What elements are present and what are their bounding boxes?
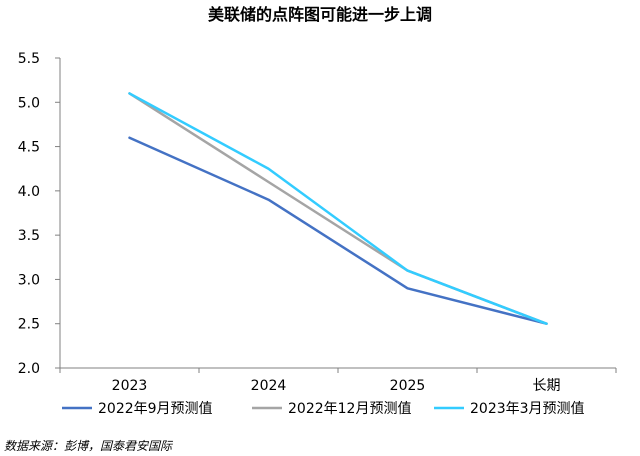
y-tick-label: 5.0	[18, 95, 40, 111]
x-axis-ticks: 2023 2024 2025 长期	[59, 368, 617, 394]
y-tick-label: 5.5	[18, 51, 40, 67]
legend-label: 2023年3月预测值	[470, 401, 585, 417]
x-tick-label: 2023	[112, 378, 148, 394]
y-axis-ticks: 2.0 2.5 3.0 3.5 4.0 4.5 5.0 5.5	[18, 51, 60, 377]
legend-label: 2022年12月预测值	[288, 401, 411, 417]
series-line-3	[128, 92, 548, 325]
y-tick-label: 3.0	[18, 272, 40, 288]
series-line-1	[128, 136, 548, 325]
chart-title: 美联储的点阵图可能进一步上调	[208, 5, 432, 24]
y-tick-label: 2.0	[18, 361, 40, 377]
x-tick-label: 2025	[390, 378, 426, 394]
x-tick-label: 2024	[251, 378, 287, 394]
y-tick-label: 4.0	[18, 184, 40, 200]
legend-label: 2022年9月预测值	[98, 401, 213, 417]
source-note: 数据来源：彭博，国泰君安国际	[4, 439, 174, 453]
legend-item-3: 2023年3月预测值	[434, 401, 585, 417]
legend-item-2: 2022年12月预测值	[252, 401, 411, 417]
legend: 2022年9月预测值 2022年12月预测值 2023年3月预测值	[62, 401, 585, 417]
x-tick-label: 长期	[533, 378, 561, 394]
series-lines	[128, 92, 548, 325]
y-tick-label: 2.5	[18, 317, 40, 333]
y-tick-label: 4.5	[18, 140, 40, 156]
y-tick-label: 3.5	[18, 228, 40, 244]
chart-axes	[59, 58, 616, 369]
legend-item-1: 2022年9月预测值	[62, 401, 213, 417]
